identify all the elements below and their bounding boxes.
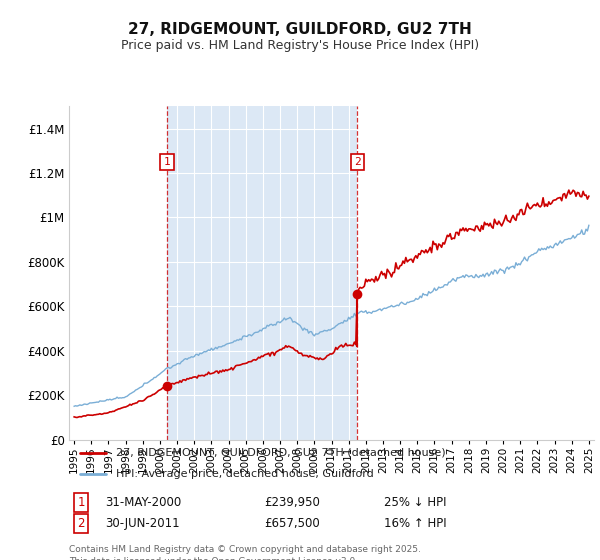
Bar <box>167 106 357 440</box>
Text: 1: 1 <box>164 157 170 167</box>
Text: 31-MAY-2000: 31-MAY-2000 <box>105 496 181 509</box>
Text: 2: 2 <box>77 517 85 530</box>
Text: Price paid vs. HM Land Registry's House Price Index (HPI): Price paid vs. HM Land Registry's House … <box>121 39 479 52</box>
Text: 27, RIDGEMOUNT, GUILDFORD, GU2 7TH: 27, RIDGEMOUNT, GUILDFORD, GU2 7TH <box>128 22 472 38</box>
Text: 1: 1 <box>77 496 85 509</box>
Text: 16% ↑ HPI: 16% ↑ HPI <box>384 517 446 530</box>
Text: HPI: Average price, detached house, Guildford: HPI: Average price, detached house, Guil… <box>116 469 374 479</box>
Text: 2: 2 <box>354 157 361 167</box>
Text: £239,950: £239,950 <box>264 496 320 509</box>
Text: 27, RIDGEMOUNT, GUILDFORD, GU2 7TH (detached house): 27, RIDGEMOUNT, GUILDFORD, GU2 7TH (deta… <box>116 448 446 458</box>
Text: £657,500: £657,500 <box>264 517 320 530</box>
Text: 25% ↓ HPI: 25% ↓ HPI <box>384 496 446 509</box>
Text: Contains HM Land Registry data © Crown copyright and database right 2025.
This d: Contains HM Land Registry data © Crown c… <box>69 545 421 560</box>
Text: 30-JUN-2011: 30-JUN-2011 <box>105 517 179 530</box>
